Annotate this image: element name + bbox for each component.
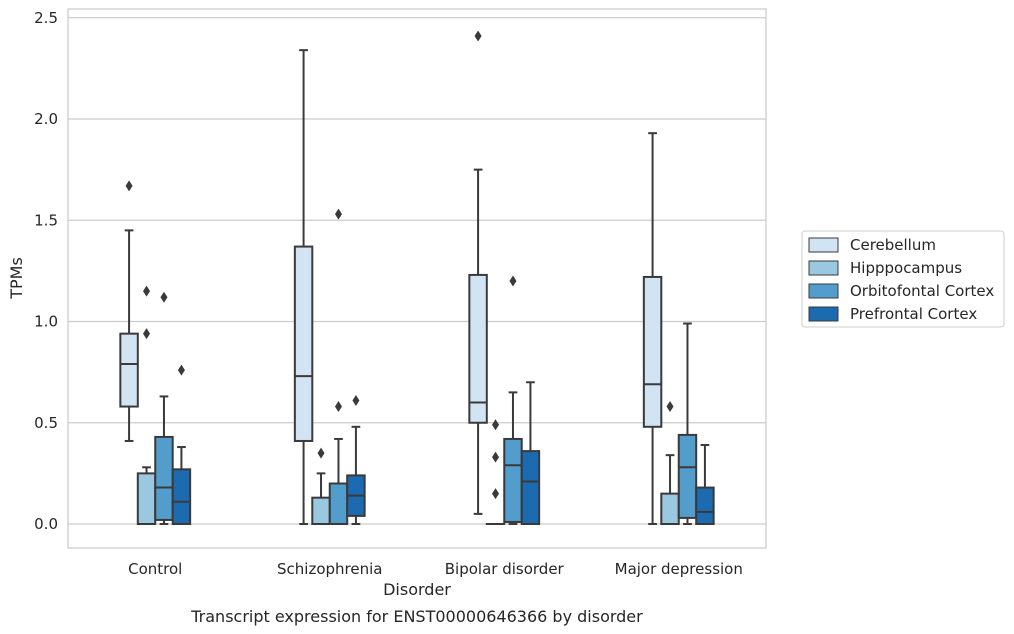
box-cerebellum (642, 132, 663, 525)
outlier-point (177, 364, 185, 376)
outlier-point (492, 451, 500, 463)
box-rect (695, 486, 715, 525)
box-rect (660, 492, 680, 525)
outlier-point (509, 275, 517, 287)
x-tick-label: Schizophrenia (277, 560, 382, 578)
outlier-point (492, 419, 500, 431)
y-tick-label: 1.0 (34, 313, 58, 331)
outlier-point (143, 328, 151, 340)
y-tick-label: 0.0 (34, 515, 58, 533)
x-tick-label: Bipolar disorder (445, 560, 565, 578)
legend-swatch (808, 283, 839, 299)
box-series (119, 30, 715, 526)
y-tick-label: 0.5 (34, 414, 58, 432)
box-hipppocampus (311, 447, 331, 525)
outlier-point (492, 488, 500, 500)
x-tick-label: Control (128, 560, 182, 578)
legend-swatch (808, 260, 839, 276)
outlier-point (317, 447, 325, 459)
box-prefrontal-cortex (520, 381, 541, 526)
box-rect (136, 472, 157, 525)
box-prefrontal-cortex (346, 394, 366, 525)
legend-label: Hipppocampus (850, 259, 962, 277)
legend-swatch (808, 306, 839, 322)
box-orbitofontal-cortex (328, 208, 349, 525)
legend-label: Orbitofontal Cortex (850, 282, 994, 300)
y-tick-label: 2.5 (34, 9, 58, 27)
box-rect (154, 435, 174, 521)
box-prefrontal-cortex (695, 444, 715, 525)
box-rect (119, 332, 139, 408)
y-tick-label: 2.0 (34, 110, 58, 128)
y-tick-label: 1.5 (34, 211, 58, 229)
x-tick-labels: Control Schizophrenia Bipolar disorder Majo… (128, 560, 743, 578)
y-tick-labels: 0.0 0.5 1.0 1.5 2.0 2.5 (34, 9, 58, 533)
outlier-point (352, 394, 360, 406)
box-hipppocampus (485, 419, 506, 526)
box-rect (293, 245, 314, 442)
outlier-point (474, 30, 482, 42)
legend-label: Prefrontal Cortex (850, 305, 977, 323)
chart-caption: Transcript expression for ENST0000064636… (190, 607, 643, 626)
plot-frame (67, 8, 767, 549)
box-rect (642, 275, 663, 428)
box-prefrontal-cortex (171, 364, 192, 526)
box-rect (677, 433, 698, 519)
box-orbitofontal-cortex (677, 322, 698, 525)
outlier-point (125, 180, 133, 192)
x-axis-label: Disorder (383, 580, 451, 599)
outlier-point (666, 401, 674, 413)
x-tick-label: Major depression (615, 560, 743, 578)
outlier-point (143, 285, 151, 297)
box-hipppocampus (660, 401, 680, 525)
box-cerebellum (119, 180, 139, 442)
legend-label: Cerebellum (850, 236, 936, 254)
outlier-point (334, 208, 342, 220)
box-cerebellum (468, 30, 488, 515)
box-rect (311, 496, 331, 525)
box-cerebellum (293, 49, 314, 525)
box-rect (503, 437, 523, 523)
box-rect (520, 450, 541, 526)
box-orbitofontal-cortex (154, 291, 174, 525)
legend: Cerebellum Hipppocampus Orbitofontal Corte… (801, 230, 1005, 328)
box-rect (468, 273, 488, 424)
y-axis-label: TPMs (7, 257, 26, 300)
box-rect (171, 468, 192, 526)
box-rect (328, 482, 349, 525)
outlier-point (334, 401, 342, 413)
box-hipppocampus (136, 285, 157, 525)
legend-swatch (808, 237, 839, 253)
legend-frame (801, 230, 1005, 328)
outlier-point (160, 291, 168, 303)
